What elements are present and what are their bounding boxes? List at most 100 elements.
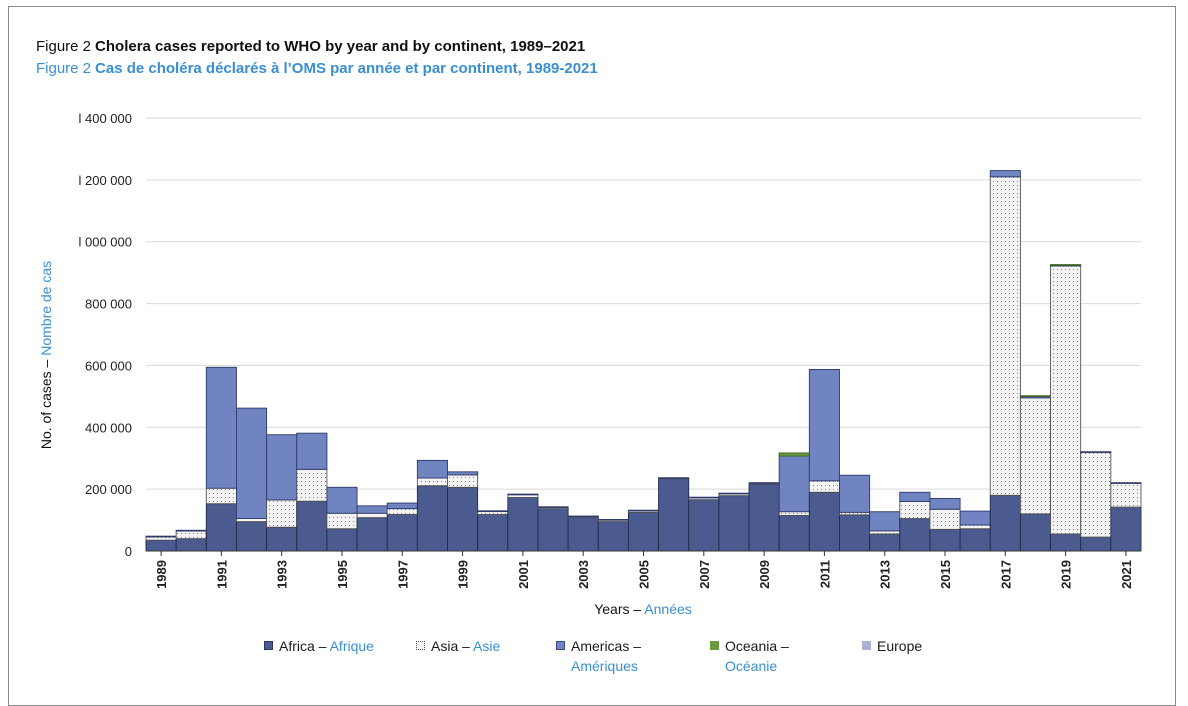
africa-swatch	[264, 641, 273, 650]
x-tick-label: 2001	[516, 560, 531, 589]
x-tick-label: 1997	[395, 560, 410, 589]
x-tick-label: 1991	[214, 560, 229, 589]
bar-asia-2011	[808, 480, 840, 493]
bar-americas-2002	[537, 506, 569, 509]
bar-africa-2011	[808, 491, 840, 552]
bar-africa-1993	[266, 526, 298, 552]
asia-swatch	[416, 641, 425, 650]
legend-africa-fr: Afrique	[329, 638, 374, 654]
legend-asia: Asia – Asie	[416, 636, 500, 656]
x-tick-label: 2007	[697, 560, 712, 589]
bar-americas-1994	[296, 432, 328, 470]
legend-europe: Europe	[862, 636, 922, 656]
bars	[145, 170, 1142, 552]
bar-africa-2001	[507, 497, 539, 552]
y-tick-label: 600 000	[85, 358, 132, 373]
bar-asia-2010	[778, 511, 810, 516]
figure-label-en: Figure 2	[36, 38, 92, 55]
bar-asia-1992	[236, 518, 268, 523]
bar-africa-1996	[356, 517, 388, 552]
bar-americas-1989	[145, 535, 177, 538]
x-tick-label: 2017	[998, 560, 1013, 589]
bar-americas-1995	[326, 486, 358, 514]
bar-americas-2021	[1110, 482, 1142, 484]
bar-americas-2001	[507, 493, 539, 496]
legend-oceania: Oceania – Océanie	[710, 636, 789, 676]
bar-oceania-2019	[1050, 264, 1082, 266]
y-tick-label: l 000 000	[79, 235, 133, 250]
bar-africa-1995	[326, 528, 358, 552]
y-tick-label: l 400 000	[79, 111, 133, 126]
bar-americas-2007	[688, 496, 720, 499]
bar-oceania-2010	[778, 452, 810, 457]
bar-americas-2006	[658, 477, 690, 479]
bar-americas-1991	[205, 366, 237, 489]
bar-americas-1997	[386, 502, 418, 510]
bar-africa-2008	[718, 495, 750, 552]
bar-asia-1995	[326, 512, 358, 530]
bar-oceania-2018	[1019, 395, 1051, 397]
bar-americas-2016	[959, 510, 991, 526]
bar-africa-2009	[748, 483, 780, 552]
x-tick-label: 1989	[154, 560, 169, 589]
bar-americas-2000	[477, 510, 509, 513]
y-tick-label: 400 000	[85, 420, 132, 435]
bar-africa-2020	[1080, 536, 1112, 552]
americas-swatch	[556, 641, 565, 650]
y-tick-label: 200 000	[85, 482, 132, 497]
x-tick-label: 1995	[335, 560, 350, 589]
bar-asia-2020	[1080, 451, 1112, 538]
x-tick-label: 2019	[1059, 560, 1074, 589]
bar-africa-1999	[447, 486, 479, 552]
x-axis-ticks: 1989 1991 1993 1995 1997 1999 2001 2003 2005 2007…	[154, 551, 1134, 589]
x-tick-label: 1999	[456, 560, 471, 589]
bar-americas-2012	[839, 474, 871, 513]
legend-oceania-fr: Océanie	[725, 658, 778, 674]
bar-africa-2000	[477, 514, 509, 552]
bar-americas-2015	[929, 497, 961, 510]
bar-africa-1991	[205, 503, 237, 552]
bar-americas-2010	[778, 455, 810, 513]
bar-asia-1998	[416, 477, 448, 487]
bar-americas-1990	[175, 529, 207, 532]
bar-americas-2020	[1080, 451, 1112, 453]
bar-africa-1998	[416, 485, 448, 552]
y-axis-label: No. of cases – Nombre de cas	[38, 261, 54, 449]
bar-africa-2005	[627, 511, 660, 552]
bar-asia-1994	[296, 468, 328, 502]
bar-americas-2009	[748, 482, 780, 484]
europe-swatch	[862, 641, 871, 650]
bar-africa-1990	[175, 538, 207, 552]
bar-americas-2017	[989, 170, 1021, 178]
bar-africa-2010	[778, 514, 810, 552]
legend-oceania-en: Oceania –	[725, 638, 789, 654]
x-tick-label: 2013	[878, 560, 893, 589]
x-tick-label: 2005	[637, 560, 652, 589]
bar-americas-2005	[627, 509, 660, 512]
bar-africa-1997	[386, 514, 418, 552]
bar-asia-1997	[386, 508, 418, 515]
bar-asia-1991	[205, 487, 237, 505]
bar-africa-2021	[1110, 506, 1142, 552]
bar-africa-2013	[869, 533, 901, 552]
legend-americas: Americas – Amériques	[556, 636, 641, 676]
x-tick-label: 2009	[757, 560, 772, 589]
bar-africa-2004	[597, 521, 629, 552]
bar-africa-2003	[567, 517, 599, 552]
legend-asia-fr: Asie	[473, 638, 501, 654]
x-tick-label: 2011	[817, 560, 832, 588]
bar-africa-2015	[929, 528, 961, 552]
y-tick-label: 0	[125, 544, 132, 559]
bar-americas-2008	[718, 492, 750, 495]
bar-africa-1992	[236, 521, 268, 552]
bar-africa-2002	[537, 508, 569, 552]
bar-africa-2007	[688, 499, 720, 552]
legend-europe-en: Europe	[877, 638, 923, 654]
bar-asia-1990	[175, 530, 207, 540]
bar-asia-2018	[1019, 397, 1051, 515]
bar-asia-1993	[266, 499, 298, 528]
y-axis-ticks: 0 200 000 400 000 600 000 800 000 l 000 000 l …	[79, 111, 133, 559]
bar-asia-2013	[869, 530, 901, 535]
bar-americas-1992	[236, 407, 268, 519]
